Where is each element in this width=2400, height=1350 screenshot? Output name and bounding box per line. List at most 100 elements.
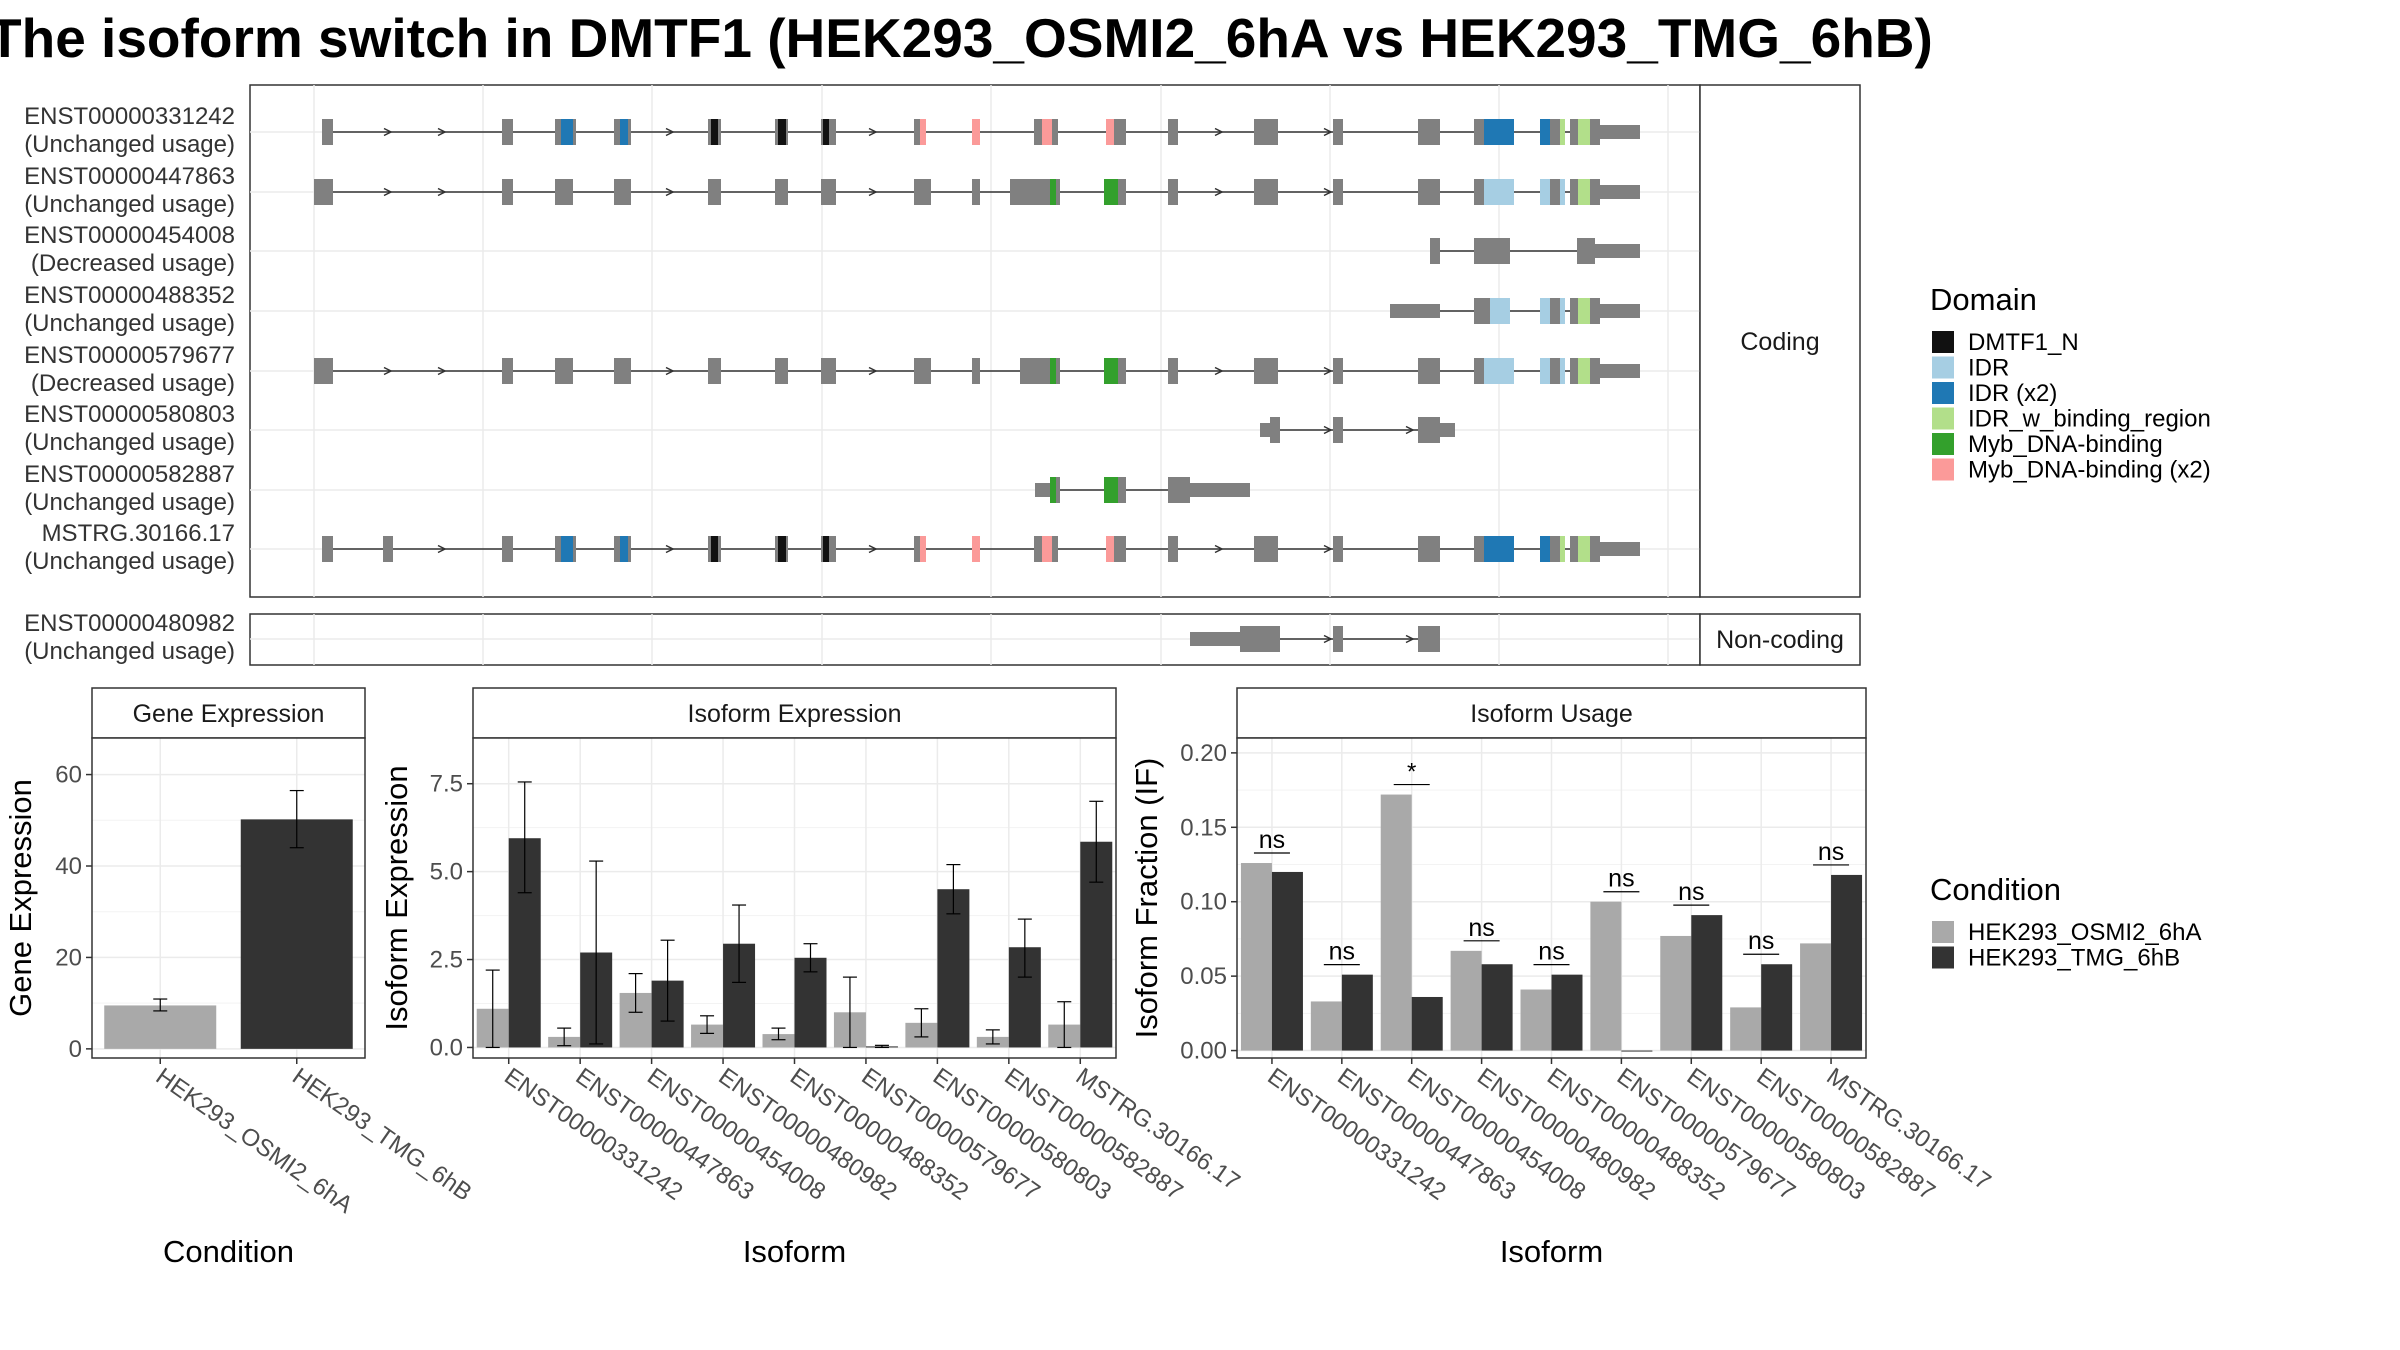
exon	[1333, 119, 1343, 145]
exon	[1590, 536, 1600, 562]
exon	[1550, 179, 1560, 205]
y-tick-label: 0.15	[1180, 814, 1227, 841]
exon	[1600, 304, 1640, 318]
exon	[1190, 483, 1250, 497]
exon	[1254, 179, 1278, 205]
domain-exon	[920, 119, 926, 145]
condition-legend-label: HEK293_OSMI2_6hA	[1968, 919, 2201, 946]
exon	[1474, 358, 1484, 384]
exon	[1430, 238, 1440, 264]
domain-legend-swatch	[1932, 331, 1954, 353]
transcript-usage-label: (Unchanged usage)	[24, 638, 235, 665]
exon	[1020, 358, 1050, 384]
intron-direction-arrow	[868, 544, 878, 554]
y-axis-label: Gene Expression	[3, 779, 38, 1017]
transcript-usage-label: (Unchanged usage)	[24, 429, 235, 456]
domain-exon	[561, 119, 573, 145]
noncoding-strip-label: Non-coding	[1716, 626, 1844, 654]
domain-exon	[1106, 536, 1114, 562]
exon	[614, 179, 631, 205]
bar	[794, 957, 827, 1048]
exon	[972, 179, 980, 205]
exon	[1590, 358, 1600, 384]
domain-exon	[711, 119, 718, 145]
bar	[1271, 871, 1303, 1051]
transcript-usage-label: (Unchanged usage)	[24, 131, 235, 158]
exon	[914, 358, 931, 384]
intron-direction-arrow	[383, 127, 393, 137]
coding-strip	[1699, 84, 1861, 598]
condition-legend-swatch	[1932, 921, 1954, 943]
intron-direction-arrow	[1405, 634, 1415, 644]
exon	[708, 358, 721, 384]
plot-border	[91, 737, 366, 1059]
exon	[1570, 298, 1578, 324]
intron-direction-arrow	[1214, 544, 1224, 554]
transcript-id-label: ENST00000488352	[24, 282, 235, 309]
bar	[1411, 996, 1443, 1051]
domain-exon	[1578, 119, 1590, 145]
intron-direction-arrow	[1214, 187, 1224, 197]
domain-exon	[1104, 179, 1118, 205]
significance-label: ns	[1818, 838, 1844, 866]
exon	[1550, 358, 1560, 384]
exon	[1254, 536, 1278, 562]
significance-label: ns	[1678, 878, 1704, 906]
exon	[1570, 536, 1578, 562]
exon	[1474, 119, 1484, 145]
y-tick-label: 0	[69, 1036, 82, 1063]
y-tick-label: 40	[55, 853, 82, 880]
exon	[708, 179, 721, 205]
significance-label: ns	[1259, 826, 1285, 854]
coding-strip-label: Coding	[1740, 328, 1819, 356]
transcript-usage-label: (Unchanged usage)	[24, 548, 235, 575]
exon	[628, 536, 631, 562]
domain-exon	[1560, 536, 1565, 562]
intron-direction-arrow	[383, 187, 393, 197]
exon	[829, 536, 836, 562]
y-tick-label: 0.10	[1180, 889, 1227, 916]
exon	[1418, 358, 1440, 384]
intron-direction-arrow	[1323, 366, 1333, 376]
transcript-usage-label: (Unchanged usage)	[24, 310, 235, 337]
intron-direction-arrow	[665, 187, 675, 197]
bar	[1310, 1001, 1342, 1051]
bar	[1450, 950, 1482, 1051]
y-tick-label: 0.05	[1180, 963, 1227, 990]
domain-exon	[1490, 298, 1510, 324]
transcript-usage-label: (Decreased usage)	[31, 250, 235, 277]
bar	[1831, 874, 1863, 1051]
exon	[1474, 179, 1484, 205]
significance-label: ns	[1329, 938, 1355, 966]
intron-direction-arrow	[383, 366, 393, 376]
intron-direction-arrow	[1214, 127, 1224, 137]
transcript-id-label: ENST00000582887	[24, 461, 235, 488]
bar	[1691, 915, 1723, 1051]
domain-exon	[972, 119, 980, 145]
exon	[1418, 179, 1440, 205]
domain-legend-label: IDR_w_binding_region	[1968, 406, 2211, 433]
significance-label: *	[1407, 759, 1416, 786]
domain-exon	[1050, 477, 1056, 503]
bar	[1800, 943, 1832, 1051]
domain-legend-swatch	[1932, 382, 1954, 404]
domain-exon	[1578, 298, 1590, 324]
domain-exon	[1050, 358, 1056, 384]
panel-title: Isoform Usage	[1470, 700, 1633, 728]
domain-exon	[561, 536, 573, 562]
y-tick-label: 0.20	[1180, 740, 1227, 767]
exon	[1034, 536, 1042, 562]
exon	[1270, 417, 1280, 443]
transcript-usage-label: (Decreased usage)	[31, 370, 235, 397]
exon	[1550, 536, 1560, 562]
y-axis-label: Isoform Expression	[379, 765, 414, 1030]
exon	[1550, 298, 1560, 324]
domain-legend-label: IDR	[1968, 355, 2009, 382]
intron-direction-arrow	[665, 127, 675, 137]
exon	[502, 119, 513, 145]
exon	[1056, 358, 1060, 384]
exon	[775, 536, 778, 562]
intron-direction-arrow	[665, 544, 675, 554]
exon	[1418, 119, 1440, 145]
